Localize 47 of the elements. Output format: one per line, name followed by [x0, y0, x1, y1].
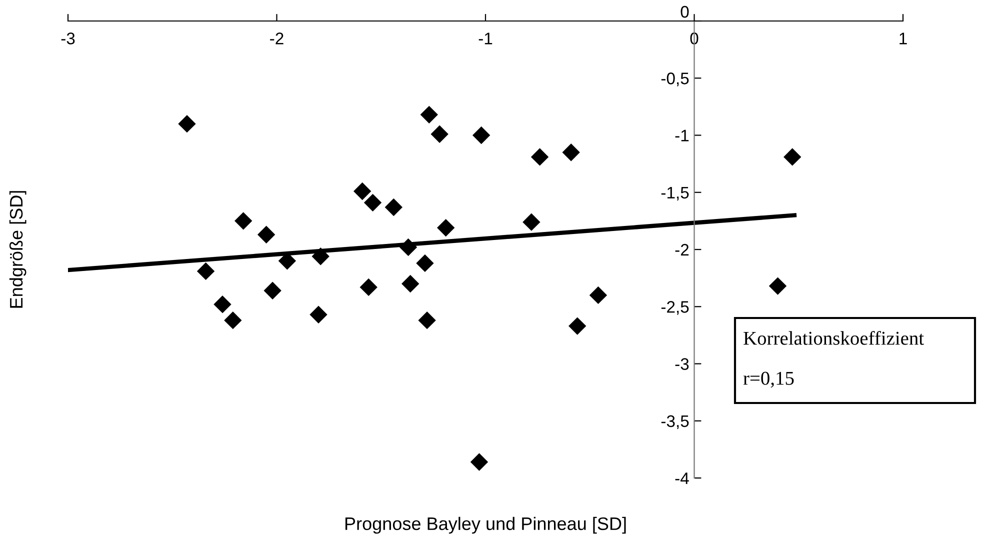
point: [197, 262, 214, 280]
point: [234, 212, 252, 230]
x-tick-label: -3: [61, 32, 75, 44]
y-axis-title: Endgröße [SD]: [9, 191, 26, 308]
point: [364, 194, 382, 212]
point: [784, 148, 801, 166]
point: [360, 278, 378, 296]
point: [258, 226, 275, 244]
point: [431, 126, 448, 143]
point: [769, 278, 786, 295]
point: [472, 126, 490, 144]
x-tick-label: -1: [478, 32, 492, 44]
point: [420, 106, 438, 124]
point: [224, 312, 242, 329]
point: [178, 115, 196, 132]
y-tick-label: -2: [675, 244, 689, 256]
y-tick-label: -1,5: [661, 186, 689, 201]
annotation: r=0,15: [743, 372, 794, 388]
y-tick-label: 0: [680, 6, 689, 18]
x-tick-label: 1: [900, 32, 907, 44]
point: [416, 254, 434, 272]
x-tick-label: 0: [690, 32, 698, 44]
point: [590, 286, 607, 304]
x-tick-label: -2: [270, 32, 284, 44]
y-tick-label: -3,5: [661, 415, 689, 430]
point: [402, 275, 419, 292]
point: [562, 144, 580, 161]
point: [385, 198, 402, 216]
y-tick-label: -3: [675, 358, 689, 370]
annotation: Korrelationskoeffizient: [744, 330, 924, 345]
point: [470, 453, 488, 471]
y-tick-label: -4: [675, 472, 689, 484]
y-tick-label: -0,5: [661, 72, 689, 86]
y-tick-label: -2,5: [661, 301, 689, 315]
point: [264, 282, 282, 300]
point: [418, 312, 436, 329]
point: [310, 306, 328, 324]
point: [354, 182, 371, 200]
point: [531, 148, 548, 166]
point: [522, 214, 540, 231]
y-tick-label: -1: [675, 130, 689, 142]
point: [400, 238, 417, 256]
point: [214, 296, 232, 313]
point: [437, 219, 454, 236]
x-axis-title: Prognose Bayley und Pinneau [SD]: [345, 516, 626, 534]
point: [312, 248, 330, 265]
point: [568, 317, 586, 335]
